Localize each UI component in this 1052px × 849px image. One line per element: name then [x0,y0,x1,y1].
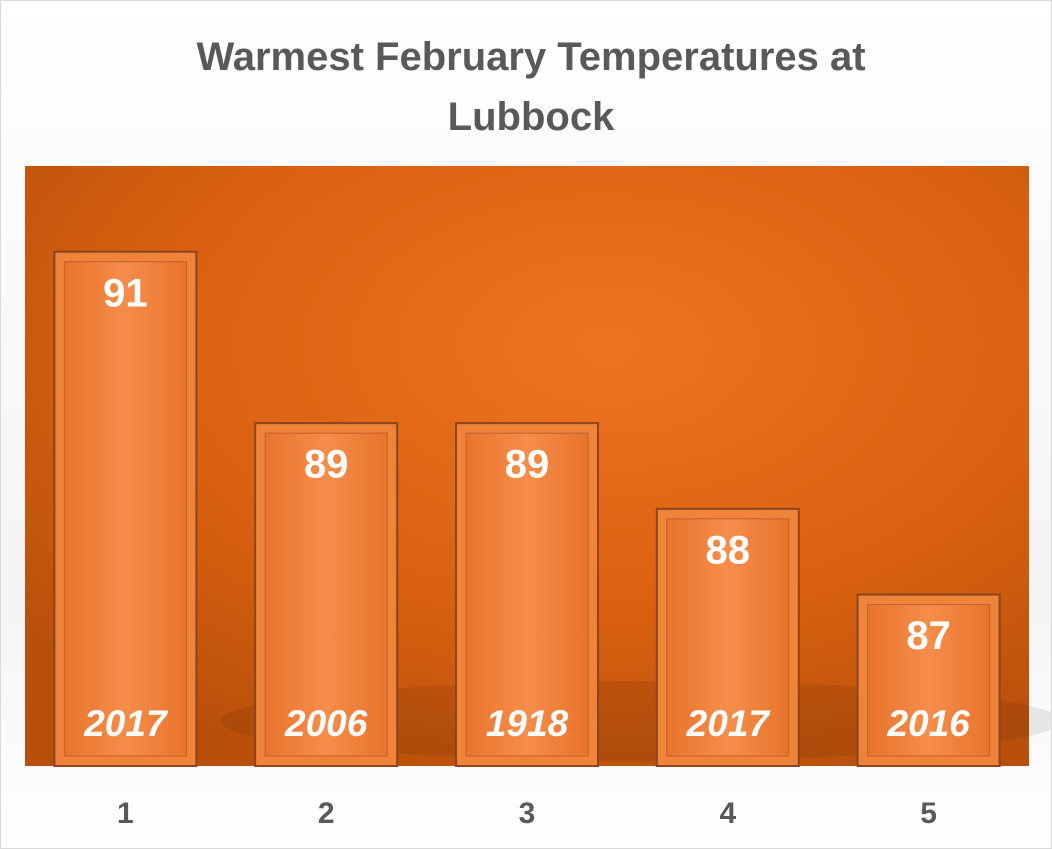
floor-shadow [221,681,1051,761]
bar-face [666,518,790,757]
x-tick-label: 2 [318,797,335,830]
x-tick-label: 5 [920,797,937,830]
chart-title: Warmest February Temperatures at Lubbock [196,35,866,139]
bar-face [264,432,388,757]
year-label: 2016 [886,703,970,744]
year-label: 2017 [686,703,772,744]
x-tick-label: 1 [117,797,134,830]
x-tick-label: 4 [719,797,736,830]
value-label: 91 [103,271,148,315]
year-label: 2006 [284,703,368,744]
year-label: 2017 [83,703,169,744]
bar-face [465,432,589,757]
bar-face [867,604,991,757]
value-label: 89 [304,443,349,487]
year-label: 1918 [486,703,569,744]
value-label: 88 [706,528,751,572]
bar-face [63,261,187,757]
value-label: 87 [906,614,951,658]
value-label: 89 [505,443,550,487]
x-tick-label: 3 [519,797,536,830]
